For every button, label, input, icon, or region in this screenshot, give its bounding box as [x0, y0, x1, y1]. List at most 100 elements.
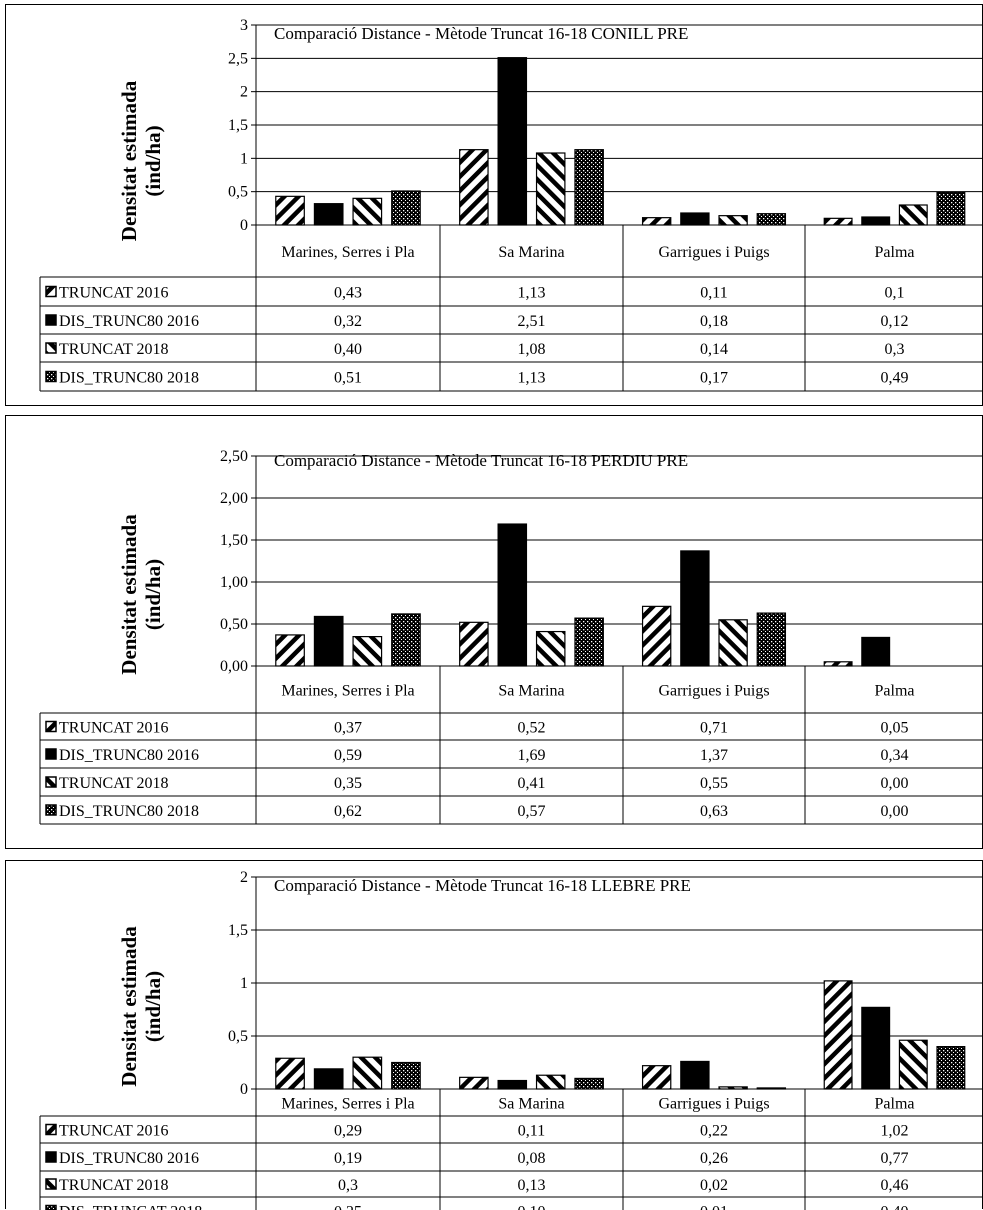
table-cell-value: 0,1 [885, 285, 905, 302]
bar [575, 150, 603, 225]
table-cell-value: 0,14 [700, 341, 728, 358]
y-tick-label: 1 [240, 975, 248, 992]
y-tick-label: 0 [240, 217, 248, 234]
table-cell-value: 0,40 [334, 341, 362, 358]
table-cell-value: 0,32 [334, 313, 362, 330]
legend-swatch [46, 805, 56, 815]
bar [757, 613, 785, 666]
table-cell-value: 0,55 [700, 775, 728, 792]
legend-label: DIS_TRUNCAT 2018 [59, 1204, 202, 1210]
bar [899, 1040, 927, 1089]
bar [314, 1069, 343, 1089]
y-tick-label: 0,00 [220, 658, 248, 675]
y-tick-label: 2,00 [220, 490, 248, 507]
table-cell-value: 0,25 [334, 1204, 362, 1210]
table-cell-value: 0,3 [885, 341, 905, 358]
bar [276, 635, 305, 666]
table-cell-value: 0,08 [518, 1150, 546, 1167]
legend-label: TRUNCAT 2018 [59, 1177, 169, 1194]
legend-label: DIS_TRUNC80 2018 [59, 370, 199, 387]
y-tick-label: 2,50 [220, 448, 248, 465]
legend-swatch [46, 1206, 56, 1210]
bar [460, 150, 488, 225]
legend-label: TRUNCAT 2016 [59, 285, 169, 302]
table-cell-value: 0,22 [700, 1123, 728, 1140]
table-cell-value: 0,34 [881, 747, 909, 764]
table-cell-value: 0,00 [881, 775, 909, 792]
table-cell-value: 0,37 [334, 720, 362, 737]
legend-swatch [46, 372, 56, 382]
bar [719, 620, 747, 666]
category-label: Sa Marina [498, 1096, 564, 1113]
table-cell-value: 0,10 [518, 1204, 546, 1210]
category-label: Marines, Serres i Pla [281, 683, 414, 700]
table-cell-value: 0,62 [334, 803, 362, 820]
table-cell-value: 0,35 [334, 775, 362, 792]
bar [643, 1066, 671, 1089]
table-cell-value: 0,01 [700, 1204, 728, 1210]
bar [353, 1057, 382, 1089]
table-cell-value: 0,77 [881, 1150, 909, 1167]
bar [643, 606, 671, 666]
legend-swatch [46, 1152, 56, 1162]
table-cell-value: 0,71 [700, 720, 728, 737]
bar [937, 192, 965, 225]
table-cell-value: 0,40 [881, 1204, 909, 1210]
y-tick-label: 1,00 [220, 574, 248, 591]
bar [537, 1075, 565, 1089]
legend-swatch [46, 1179, 56, 1189]
category-label: Palma [875, 1096, 915, 1113]
bar [643, 218, 671, 225]
legend-label: TRUNCAT 2018 [59, 341, 169, 358]
category-label: Sa Marina [498, 244, 564, 261]
chart-title: Comparació Distance - Mètode Truncat 16-… [274, 451, 688, 470]
bar [498, 58, 526, 225]
bar [862, 217, 890, 225]
legend-label: TRUNCAT 2018 [59, 775, 169, 792]
category-label: Palma [875, 683, 915, 700]
bar [498, 1081, 526, 1089]
table-cell-value: 0,49 [881, 370, 909, 387]
table-cell-value: 1,13 [518, 285, 546, 302]
table-cell-value: 0,46 [881, 1177, 909, 1194]
chart-title: Comparació Distance - Mètode Truncat 16-… [274, 24, 688, 43]
bar [314, 616, 343, 666]
legend-label: TRUNCAT 2016 [59, 1123, 169, 1140]
legend-swatch [46, 287, 56, 297]
bar [862, 637, 890, 666]
bar [353, 637, 382, 666]
table-cell-value: 0,19 [334, 1150, 362, 1167]
table-cell-value: 0,00 [881, 803, 909, 820]
y-tick-label: 0,5 [228, 1028, 248, 1045]
table-cell-value: 1,69 [518, 747, 546, 764]
bar [537, 153, 565, 225]
category-label: Palma [875, 244, 915, 261]
table-cell-value: 0,26 [700, 1150, 728, 1167]
y-axis-label: Densitat estimada(ind/ha) [117, 80, 165, 241]
table-cell-value: 0,57 [518, 803, 546, 820]
table-cell-value: 0,52 [518, 720, 546, 737]
bar [575, 1078, 603, 1089]
table-cell-value: 0,51 [334, 370, 362, 387]
bar [681, 213, 709, 225]
bar [899, 205, 927, 225]
bar [681, 1061, 709, 1089]
y-tick-label: 2 [240, 869, 248, 886]
category-label: Garrigues i Puigs [658, 683, 769, 700]
table-cell-value: 0,29 [334, 1123, 362, 1140]
bar [460, 622, 488, 666]
bar [937, 1047, 965, 1089]
y-tick-label: 0,5 [228, 184, 248, 201]
table-cell-value: 0,02 [700, 1177, 728, 1194]
y-tick-label: 2,5 [228, 50, 248, 67]
legend-swatch [46, 343, 56, 353]
bar [392, 614, 421, 666]
table-cell-value: 0,11 [700, 285, 727, 302]
y-tick-label: 1,5 [228, 922, 248, 939]
y-tick-label: 1 [240, 150, 248, 167]
legend-label: DIS_TRUNC80 2016 [59, 313, 199, 330]
